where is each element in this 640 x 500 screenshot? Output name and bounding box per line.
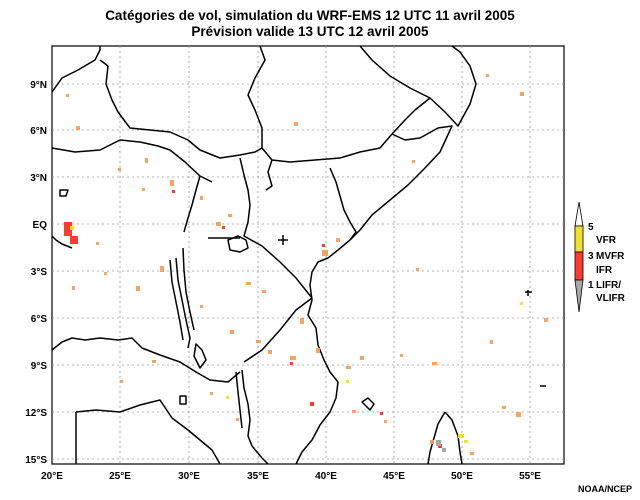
lon-label: 40°E [315, 471, 337, 482]
vfr-cells [70, 226, 523, 443]
lat-label: 15°S [25, 455, 47, 466]
legend-tick-5: 5 [588, 222, 594, 233]
legend-vfr-label: VFR [596, 235, 617, 246]
lat-label: EQ [33, 220, 48, 231]
lon-label: 35°E [247, 471, 269, 482]
legend-mvfr-label: MVFR [596, 251, 625, 262]
lon-label: 45°E [383, 471, 405, 482]
legend-vlifr-label: VLIFR [596, 293, 626, 304]
legend-ifr-label: IFR [596, 265, 613, 276]
credit-text: NOAA/NCEP [577, 484, 632, 494]
legend-vfr-swatch [574, 225, 584, 253]
graticule [52, 46, 564, 464]
lon-label: 25°E [109, 471, 131, 482]
lon-label: 50°E [451, 471, 473, 482]
longitude-labels: 20°E 25°E 30°E 35°E 40°E 45°E 50°E 55°E [41, 471, 541, 482]
legend-top-arrow [574, 201, 584, 227]
lat-label: 9°S [31, 361, 48, 372]
legend-ifr-swatch [574, 251, 584, 281]
lon-label: 55°E [519, 471, 541, 482]
map-title-line-2: Prévision valide 13 UTC 12 avril 2005 [191, 24, 429, 39]
legend-tick-1: 1 [588, 280, 594, 291]
lat-label: 6°N [30, 126, 47, 137]
map-title-line-1: Catégories de vol, simulation du WRF-EMS… [105, 8, 515, 23]
lat-label: 3°N [30, 173, 47, 184]
map-frame [51, 45, 565, 465]
lat-label: 9°N [30, 80, 47, 91]
latitude-labels: 9°N 6°N 3°N EQ 3°S 6°S 9°S 12°S 15°S [25, 80, 47, 466]
lon-label: 20°E [41, 471, 63, 482]
lat-label: 12°S [25, 408, 47, 419]
legend-tick-3: 3 [588, 251, 594, 262]
legend-lifr-label: LIFR/ [596, 280, 621, 291]
lifr-cells [436, 440, 446, 452]
flight-category-legend: 5 VFR 3 MVFR IFR 1 LIFR/ VLIFR [574, 201, 626, 313]
lon-label: 30°E [178, 471, 200, 482]
lat-label: 3°S [31, 267, 48, 278]
legend-lifr-swatch [574, 279, 584, 313]
ifr-light-cells [66, 74, 548, 455]
lat-label: 6°S [31, 314, 48, 325]
flight-category-cells [64, 74, 548, 455]
